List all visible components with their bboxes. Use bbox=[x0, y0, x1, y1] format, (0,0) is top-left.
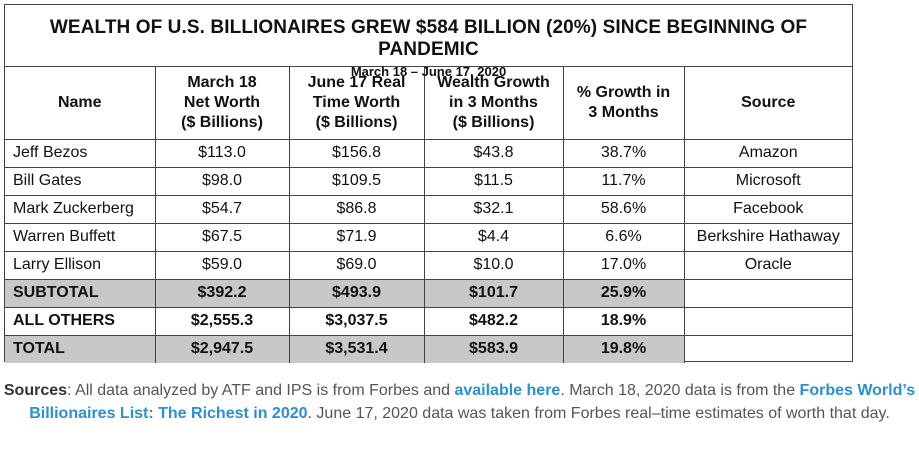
header-line: 3 Months bbox=[588, 103, 659, 121]
header-source: Source bbox=[683, 67, 852, 140]
sources-text-1: : All data analyzed by ATF and IPS is fr… bbox=[67, 382, 455, 399]
header-line: in 3 Months bbox=[449, 93, 538, 111]
source-cell bbox=[683, 278, 852, 308]
header-line: Source bbox=[741, 93, 796, 111]
percent-growth-cell: 18.9% bbox=[562, 306, 685, 336]
percent-growth-cell: 11.7% bbox=[562, 166, 685, 196]
summary-row-total: TOTAL $2,947.5 $3,531.4 $583.9 19.8% bbox=[5, 334, 852, 363]
header-line: ($ Billions) bbox=[181, 113, 263, 131]
wealth-growth-cell: $101.7 bbox=[423, 278, 564, 308]
header-line: Name bbox=[57, 93, 102, 111]
sources-label: Sources bbox=[3, 382, 68, 399]
billionaire-wealth-table-frame: WEALTH OF U.S. BILLIONAIRES GREW $584 BI… bbox=[4, 4, 853, 363]
june-worth-cell: $493.9 bbox=[288, 278, 425, 308]
name-cell: Mark Zuckerberg bbox=[5, 194, 156, 224]
name-cell: Jeff Bezos bbox=[5, 138, 156, 168]
percent-growth-cell: 38.7% bbox=[562, 138, 685, 168]
table-row: Mark Zuckerberg $54.7 $86.8 $32.1 58.6% Faceb… bbox=[5, 194, 852, 224]
name-cell: Bill Gates bbox=[5, 166, 156, 196]
march-net-worth-cell: $98.0 bbox=[154, 166, 290, 196]
header-june-real-time-worth: June 17 Real Time Worth ($ Billions) bbox=[288, 67, 425, 140]
percent-growth-cell: 6.6% bbox=[562, 222, 685, 252]
june-worth-cell: $156.8 bbox=[288, 138, 425, 168]
header-line: ($ Billions) bbox=[452, 113, 535, 131]
summary-row-all-others: ALL OTHERS $2,555.3 $3,037.5 $482.2 18.9% bbox=[5, 306, 852, 336]
name-cell: TOTAL bbox=[5, 334, 156, 363]
header-line: % Growth in bbox=[576, 83, 671, 101]
header-row: Name March 18 Net Worth ($ Billions) June … bbox=[5, 67, 852, 140]
june-worth-cell: $3,531.4 bbox=[288, 334, 425, 363]
source-cell: Microsoft bbox=[683, 166, 852, 196]
percent-growth-cell: 58.6% bbox=[562, 194, 685, 224]
header-march-net-worth: March 18 Net Worth ($ Billions) bbox=[154, 67, 290, 140]
header-line: Net Worth bbox=[183, 93, 261, 111]
sources-note: Sources: All data analyzed by ATF and IP… bbox=[0, 379, 919, 425]
table-body: Jeff Bezos $113.0 $156.8 $43.8 38.7% Amazon Bi… bbox=[5, 138, 852, 363]
june-worth-cell: $109.5 bbox=[288, 166, 425, 196]
table-row: Larry Ellison $59.0 $69.0 $10.0 17.0% Oracle bbox=[5, 250, 852, 280]
table-row: Jeff Bezos $113.0 $156.8 $43.8 38.7% Amazon bbox=[5, 138, 852, 168]
header-line: Time Worth bbox=[312, 93, 401, 111]
name-cell: ALL OTHERS bbox=[5, 306, 156, 336]
header-line: Wealth Growth bbox=[437, 73, 550, 91]
wealth-growth-cell: $11.5 bbox=[423, 166, 564, 196]
june-worth-cell: $69.0 bbox=[288, 250, 425, 280]
march-net-worth-cell: $2,555.3 bbox=[154, 306, 290, 336]
table-row: Bill Gates $98.0 $109.5 $11.5 11.7% Microsoft bbox=[5, 166, 852, 196]
table-title-area: WEALTH OF U.S. BILLIONAIRES GREW $584 BI… bbox=[5, 5, 852, 79]
percent-growth-cell: 17.0% bbox=[562, 250, 685, 280]
march-net-worth-cell: $2,947.5 bbox=[154, 334, 290, 363]
source-cell: Oracle bbox=[683, 250, 852, 280]
source-cell: Amazon bbox=[683, 138, 852, 168]
header-line: ($ Billions) bbox=[315, 113, 398, 131]
name-cell: Larry Ellison bbox=[5, 250, 156, 280]
march-net-worth-cell: $67.5 bbox=[154, 222, 290, 252]
source-cell bbox=[683, 306, 852, 336]
header-name: Name bbox=[5, 67, 156, 140]
percent-growth-cell: 25.9% bbox=[562, 278, 685, 308]
wealth-growth-cell: $43.8 bbox=[423, 138, 564, 168]
march-net-worth-cell: $54.7 bbox=[154, 194, 290, 224]
june-worth-cell: $3,037.5 bbox=[288, 306, 425, 336]
source-cell: Berkshire Hathaway bbox=[683, 222, 852, 252]
march-net-worth-cell: $392.2 bbox=[154, 278, 290, 308]
name-cell: SUBTOTAL bbox=[5, 278, 156, 308]
header-wealth-growth: Wealth Growth in 3 Months ($ Billions) bbox=[423, 67, 564, 140]
table-title: WEALTH OF U.S. BILLIONAIRES GREW $584 BI… bbox=[49, 17, 808, 60]
sources-text-2: . March 18, 2020 data is from the bbox=[560, 382, 800, 399]
table-row: Warren Buffett $67.5 $71.9 $4.4 6.6% Berkshir… bbox=[5, 222, 852, 252]
sources-text-3: . June 17, 2020 data was taken from Forb… bbox=[307, 405, 890, 422]
source-cell bbox=[683, 334, 852, 363]
wealth-growth-cell: $482.2 bbox=[423, 306, 564, 336]
june-worth-cell: $71.9 bbox=[288, 222, 425, 252]
wealth-growth-cell: $4.4 bbox=[423, 222, 564, 252]
summary-row-subtotal: SUBTOTAL $392.2 $493.9 $101.7 25.9% bbox=[5, 278, 852, 308]
wealth-growth-cell: $32.1 bbox=[423, 194, 564, 224]
header-line: March 18 bbox=[187, 73, 257, 91]
march-net-worth-cell: $113.0 bbox=[154, 138, 290, 168]
march-net-worth-cell: $59.0 bbox=[154, 250, 290, 280]
header-line: June 17 Real bbox=[307, 73, 406, 91]
june-worth-cell: $86.8 bbox=[288, 194, 425, 224]
source-cell: Facebook bbox=[683, 194, 852, 224]
percent-growth-cell: 19.8% bbox=[562, 334, 685, 363]
wealth-growth-cell: $10.0 bbox=[423, 250, 564, 280]
billionaire-wealth-table: Name March 18 Net Worth ($ Billions) June … bbox=[5, 67, 852, 363]
header-percent-growth: % Growth in 3 Months bbox=[562, 67, 685, 140]
forbes-billionaires-list-link[interactable]: Forbes World’s Billionaires List: The Ri… bbox=[29, 382, 916, 422]
name-cell: Warren Buffett bbox=[5, 222, 156, 252]
wealth-growth-cell: $583.9 bbox=[423, 334, 564, 363]
available-here-link[interactable]: available here bbox=[454, 382, 561, 399]
